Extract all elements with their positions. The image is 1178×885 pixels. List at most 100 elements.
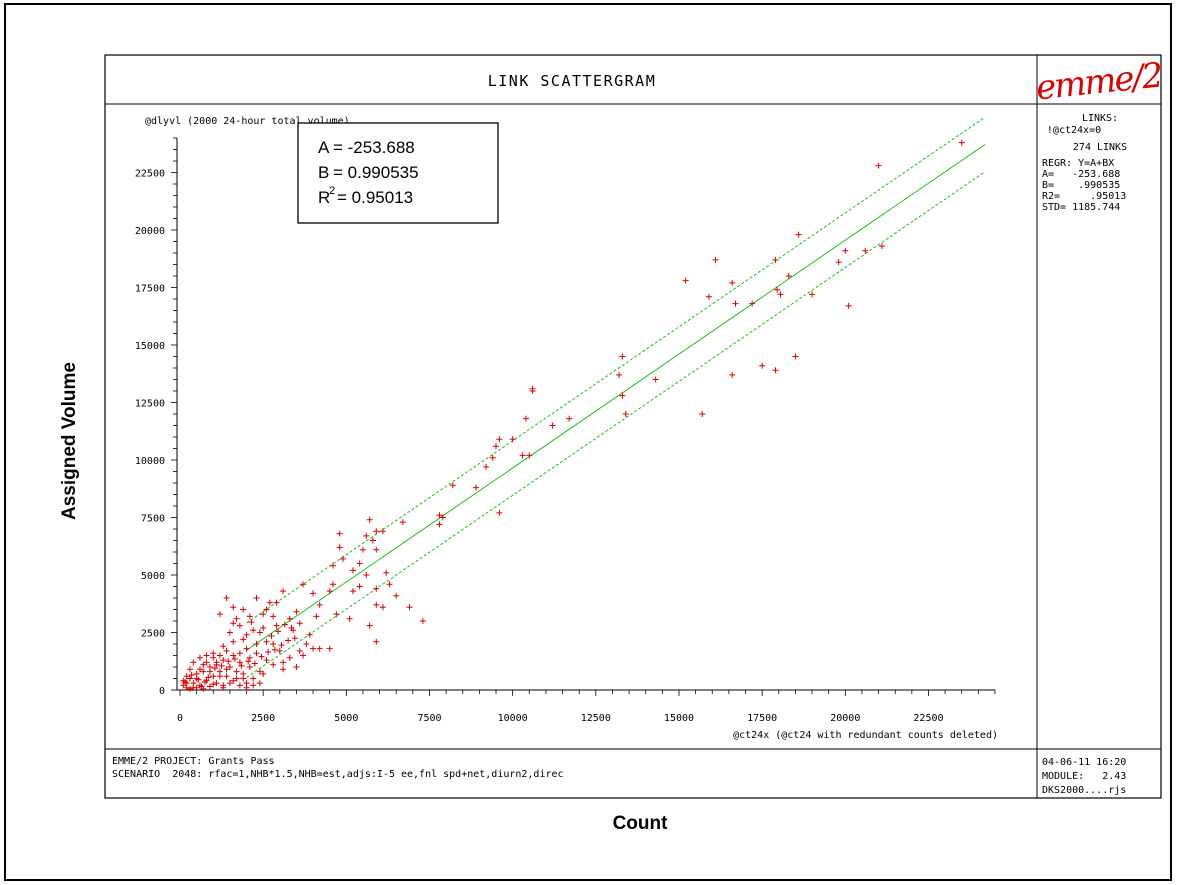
data-point [862,247,869,254]
data-point [275,628,282,635]
data-point [359,546,366,553]
data-point [250,627,257,634]
y-tick-label: 10000 [135,456,165,467]
data-point [296,647,303,654]
data-point [196,666,203,673]
data-point [216,611,223,618]
data-point [366,516,373,523]
data-point [226,629,233,636]
data-point [619,353,626,360]
data-point [336,530,343,537]
data-point [240,636,247,643]
data-point [399,519,406,526]
regression-upper-band [246,116,986,624]
data-point [230,652,237,659]
data-point [273,599,280,606]
data-point [406,604,413,611]
data-point [226,664,233,670]
data-point [200,668,207,675]
data-point [436,512,443,519]
data-point [225,658,232,665]
data-point [246,664,253,670]
data-point [260,624,267,631]
data-point [230,604,237,611]
data-point [291,635,298,642]
data-point [330,581,337,588]
points-layer [180,139,965,692]
data-point [373,601,380,608]
data-point [496,509,503,516]
data-point [256,668,263,675]
data-point [310,590,317,597]
data-point [296,620,303,627]
data-point [293,608,300,615]
ticks-layer: 0 2500 5000 7500 10000 12500 15000 17500 20000 22… [135,137,996,724]
data-point [795,231,802,238]
links-filter: !@ct24x=0 [1047,125,1101,136]
data-point [749,300,756,307]
data-point [218,662,225,669]
data-point [373,638,380,645]
data-point [878,243,885,250]
data-point [785,273,792,279]
data-point [256,629,263,636]
data-point [233,615,240,622]
data-point [306,631,313,638]
data-point [213,659,220,666]
data-point [958,139,965,146]
data-point [243,684,250,691]
data-point [223,647,230,654]
data-point [349,567,356,574]
links-count: 274 LINKS [1073,142,1127,153]
data-point [729,279,736,286]
data-point [809,291,816,298]
data-point [280,659,287,666]
y-tick-label: 20000 [135,226,165,237]
data-point [271,646,278,653]
data-point [712,256,719,263]
data-point [236,650,243,657]
data-point [759,362,766,369]
data-point [195,676,202,683]
data-point [483,463,490,470]
reg-r-value: = 0.95013 [337,188,413,207]
data-point [549,422,556,429]
data-point [253,641,260,647]
regression-box: A = -253.688 B = 0.990535 R 2 = 0.95013 [297,122,499,224]
data-point [652,376,659,383]
footer-datetime: 04-06-11 16:20 [1042,757,1126,768]
data-point [729,371,736,378]
data-point [243,645,250,652]
regr-r2: R2= .95013 [1042,191,1126,202]
footer: EMME/2 PROJECT: Grants Pass SCENARIO 204… [112,756,1126,796]
data-point [340,555,346,562]
data-point [186,675,193,682]
data-point [300,652,307,659]
data-point [772,367,779,374]
data-point [842,247,849,254]
data-point [211,665,218,672]
data-point [682,277,689,284]
data-point [473,484,480,491]
data-point [240,675,247,682]
data-point [356,583,363,590]
data-point [313,613,320,620]
data-point [732,300,739,307]
data-point [699,411,706,417]
x-tick-label: 22500 [913,713,943,724]
x-tick-label: 7500 [417,713,441,724]
regression-box-frame [297,122,499,224]
data-point [529,388,536,394]
data-point [243,631,250,638]
data-point [366,622,373,629]
data-point [326,645,333,652]
data-point [616,371,623,378]
regr-a: A= -253.688 [1042,169,1120,180]
reg-r-label: R [318,188,330,207]
data-point [270,613,277,620]
data-point [526,452,533,459]
y-axis-title: @dlyvl (2000 24-hour total volume) [145,116,350,127]
data-point [383,569,390,576]
data-point [203,659,210,666]
